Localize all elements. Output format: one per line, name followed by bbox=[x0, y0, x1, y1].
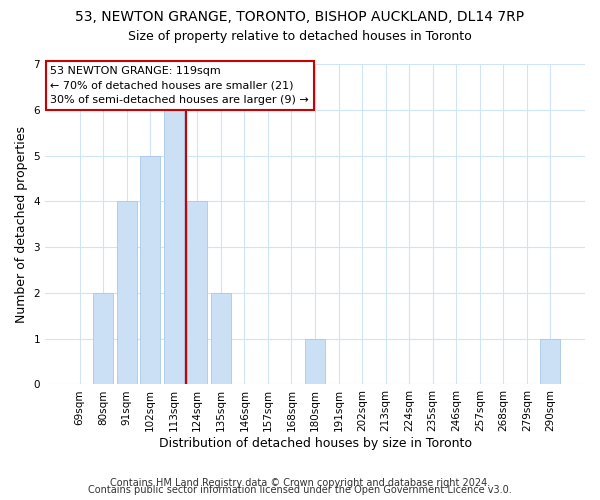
Bar bbox=[305, 338, 325, 384]
Bar bbox=[187, 202, 208, 384]
Y-axis label: Number of detached properties: Number of detached properties bbox=[15, 126, 28, 322]
Text: Size of property relative to detached houses in Toronto: Size of property relative to detached ho… bbox=[128, 30, 472, 43]
Bar bbox=[93, 293, 113, 384]
Text: 53, NEWTON GRANGE, TORONTO, BISHOP AUCKLAND, DL14 7RP: 53, NEWTON GRANGE, TORONTO, BISHOP AUCKL… bbox=[76, 10, 524, 24]
X-axis label: Distribution of detached houses by size in Toronto: Distribution of detached houses by size … bbox=[158, 437, 472, 450]
Bar bbox=[116, 202, 137, 384]
Text: Contains public sector information licensed under the Open Government Licence v3: Contains public sector information licen… bbox=[88, 485, 512, 495]
Bar bbox=[140, 156, 160, 384]
Bar bbox=[541, 338, 560, 384]
Bar bbox=[211, 293, 231, 384]
Text: 53 NEWTON GRANGE: 119sqm
← 70% of detached houses are smaller (21)
30% of semi-d: 53 NEWTON GRANGE: 119sqm ← 70% of detach… bbox=[50, 66, 309, 105]
Text: Contains HM Land Registry data © Crown copyright and database right 2024.: Contains HM Land Registry data © Crown c… bbox=[110, 478, 490, 488]
Bar bbox=[164, 110, 184, 384]
